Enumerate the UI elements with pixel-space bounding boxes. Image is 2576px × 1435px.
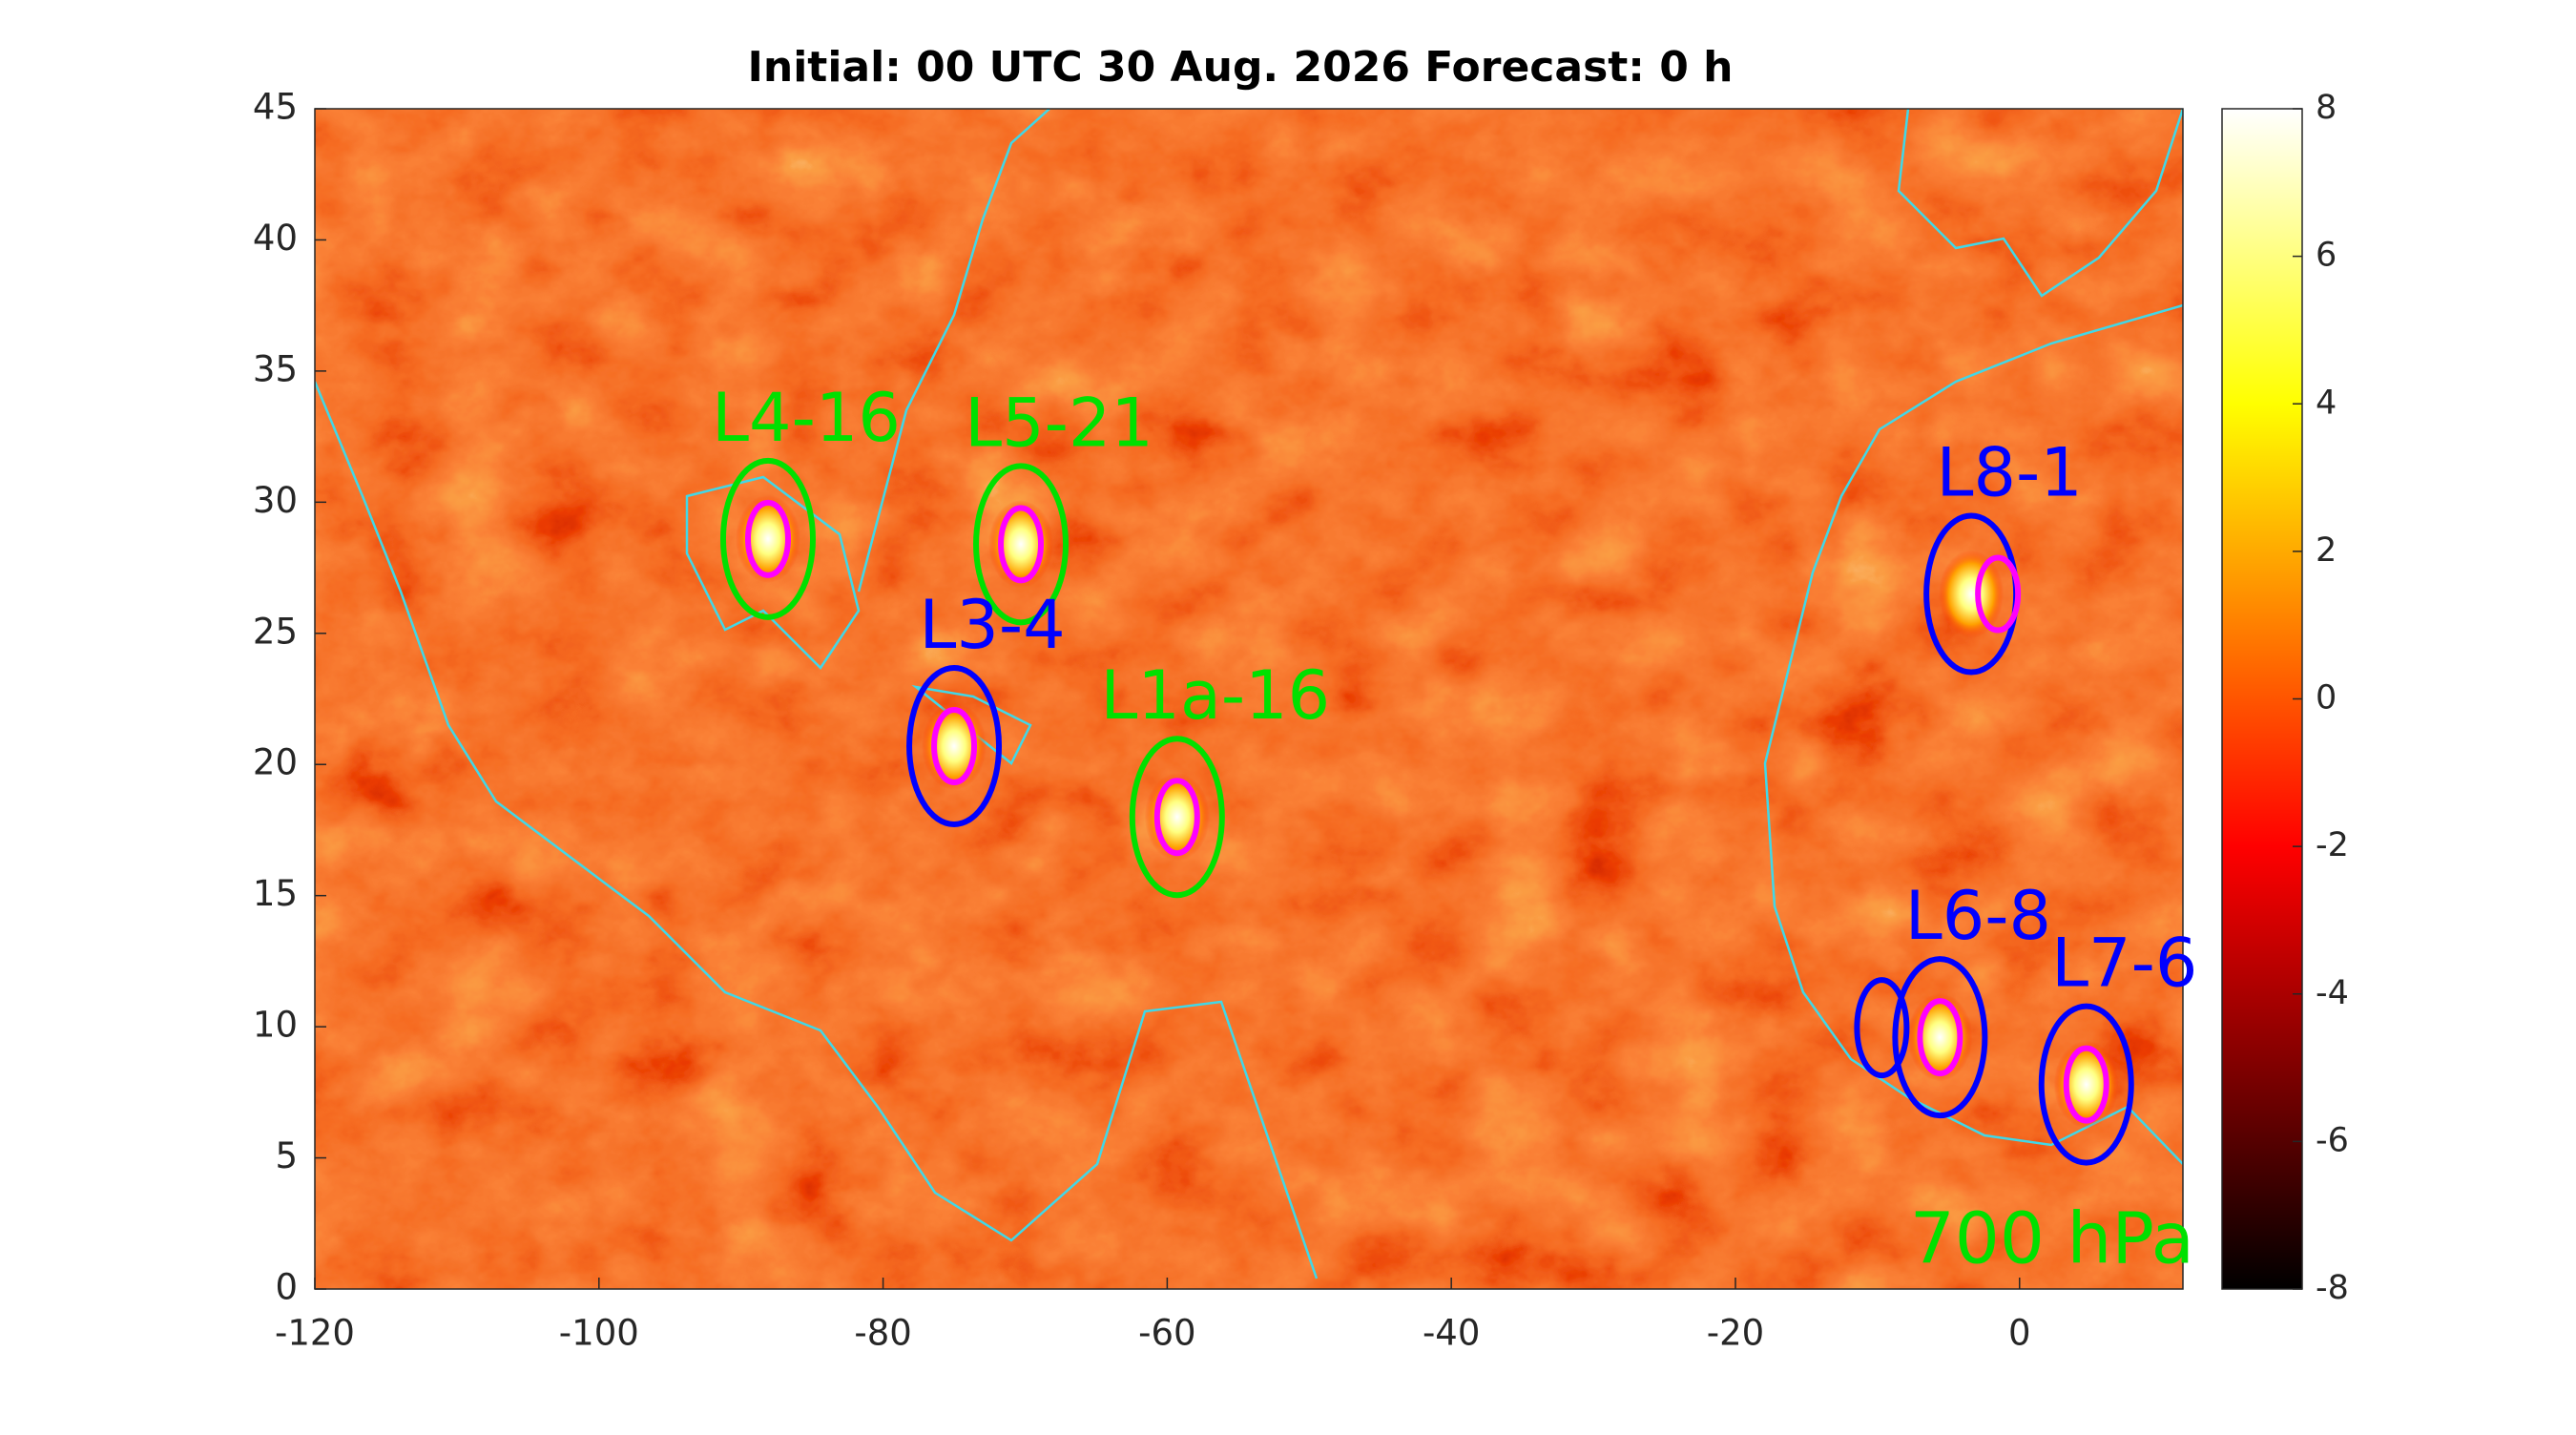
core-ellipse (2063, 1045, 2109, 1124)
coastline (685, 475, 861, 670)
plot-area (315, 109, 2183, 1289)
feature-ellipse (719, 457, 816, 620)
core-ellipse (931, 706, 978, 785)
colorbar-tick-label: -4 (2316, 974, 2349, 1012)
y-tick-label: 15 (253, 873, 298, 914)
plot-frame (314, 108, 2184, 1290)
colorbar-tick-label: -6 (2316, 1121, 2349, 1159)
y-tick-label: 5 (275, 1135, 298, 1176)
y-tick-label: 45 (253, 87, 298, 128)
feature-label: L3-4 (919, 586, 1065, 664)
feature-ellipse (973, 463, 1070, 626)
y-tick-label: 35 (253, 348, 298, 389)
x-tick-label: -60 (1138, 1313, 1195, 1354)
core-ellipse (1975, 554, 2022, 634)
core-ellipse (998, 505, 1045, 584)
x-tick-label: -100 (559, 1313, 639, 1354)
core-ellipse (1153, 778, 1200, 857)
feature-ellipse (2038, 1003, 2134, 1166)
coastline (1763, 303, 2183, 1165)
colorbar-tick-label: -8 (2316, 1269, 2349, 1307)
colorbar-tick-label: 0 (2316, 679, 2337, 718)
feature-label: L5-21 (965, 384, 1153, 462)
coastline (315, 381, 1319, 1279)
colorbar-tick-label: 6 (2316, 237, 2337, 275)
feature-ellipse (1892, 956, 1988, 1119)
feature-label: L7-6 (2051, 925, 2197, 1003)
coastline (857, 109, 1050, 593)
feature-label: L6-8 (1905, 877, 2051, 955)
core-ellipse (744, 499, 791, 578)
level-label: 700 hPa (1910, 1198, 2194, 1280)
y-tick-label: 20 (253, 742, 298, 783)
field-texture (315, 109, 2183, 1289)
feature-ellipse-secondary (1854, 977, 1910, 1079)
y-tick-label: 0 (275, 1267, 298, 1308)
y-tick-label: 30 (253, 480, 298, 521)
x-tick-label: -40 (1423, 1313, 1480, 1354)
coastline (1897, 109, 2183, 298)
colorbar-tick-label: 4 (2316, 384, 2337, 422)
hot-spot (1939, 550, 2005, 638)
x-tick-label: 0 (2008, 1313, 2031, 1354)
colorbar (2221, 108, 2303, 1290)
x-tick-label: -120 (275, 1313, 355, 1354)
feature-ellipse (906, 664, 1003, 827)
colorbar-tick-label: 2 (2316, 531, 2337, 570)
y-tick-label: 10 (253, 1005, 298, 1046)
feature-label: L1a-16 (1100, 656, 1330, 735)
x-tick-label: -80 (854, 1313, 911, 1354)
colorbar-tick-label: -2 (2316, 826, 2349, 864)
colorbar-tick-label: 8 (2316, 89, 2337, 127)
y-tick-label: 40 (253, 218, 298, 259)
feature-label: L8-1 (1936, 434, 2082, 512)
x-tick-label: -20 (1707, 1313, 1764, 1354)
chart-title: Initial: 00 UTC 30 Aug. 2026 Forecast: 0… (748, 43, 1734, 92)
feature-ellipse (1129, 736, 1225, 899)
core-ellipse (1917, 998, 1963, 1077)
feature-label: L4-16 (712, 379, 901, 457)
y-tick-label: 25 (253, 611, 298, 652)
